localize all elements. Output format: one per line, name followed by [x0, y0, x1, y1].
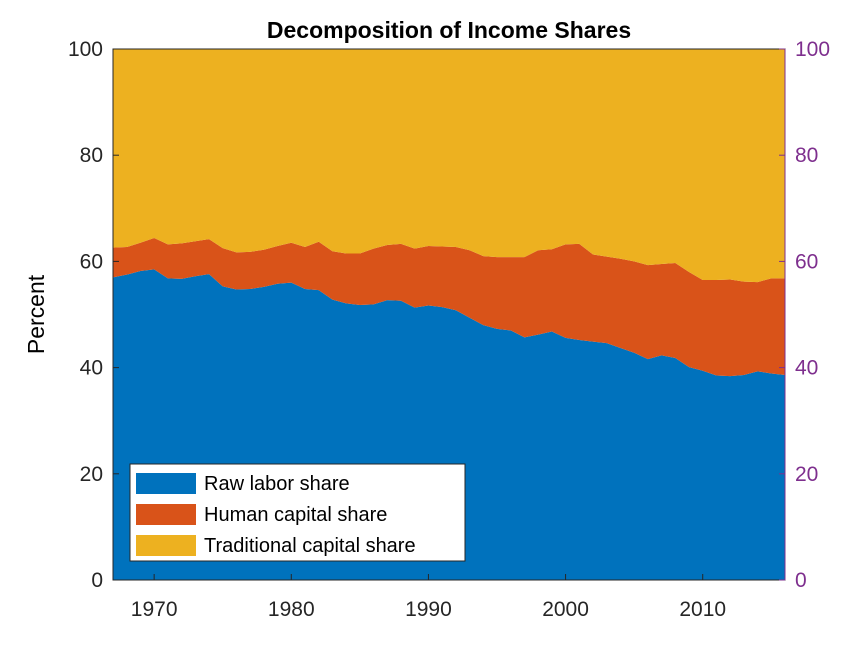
left-tick-label: 0 — [91, 569, 103, 592]
legend-swatch-raw-labor-share — [136, 473, 196, 494]
legend: Raw labor share Human capital share Tradit… — [129, 463, 466, 562]
x-axis: 1970 1980 1990 2000 2010 — [131, 574, 726, 621]
left-tick-label: 60 — [80, 250, 103, 273]
right-tick-label: 60 — [795, 250, 818, 273]
x-tick-label: 1970 — [131, 598, 178, 621]
left-tick-label: 20 — [80, 463, 103, 486]
right-tick-label: 0 — [795, 569, 807, 592]
y-axis-label: Percent — [23, 274, 49, 354]
legend-label-traditional-capital-share: Traditional capital share — [204, 535, 416, 557]
legend-swatch-traditional-capital-share — [136, 535, 196, 556]
legend-label-human-capital-share: Human capital share — [204, 504, 387, 526]
area-traditional-capital-share — [113, 49, 785, 283]
area-human-capital-share — [113, 238, 785, 377]
left-tick-label: 40 — [80, 357, 103, 380]
x-tick-label: 2000 — [542, 598, 589, 621]
right-tick-label: 80 — [795, 144, 818, 167]
right-tick-label: 100 — [795, 38, 830, 61]
chart-title: Decomposition of Income Shares — [267, 17, 631, 43]
right-axis: 0 20 40 60 80 100 — [779, 38, 830, 592]
x-tick-label: 2010 — [679, 598, 726, 621]
x-tick-label: 1980 — [268, 598, 315, 621]
right-tick-label: 20 — [795, 463, 818, 486]
legend-label-raw-labor-share: Raw labor share — [204, 473, 350, 495]
legend-swatch-human-capital-share — [136, 504, 196, 525]
left-axis: 0 20 40 60 80 100 — [68, 38, 119, 592]
x-tick-label: 1990 — [405, 598, 452, 621]
left-tick-label: 100 — [68, 38, 103, 61]
left-tick-label: 80 — [80, 144, 103, 167]
right-tick-label: 40 — [795, 357, 818, 380]
